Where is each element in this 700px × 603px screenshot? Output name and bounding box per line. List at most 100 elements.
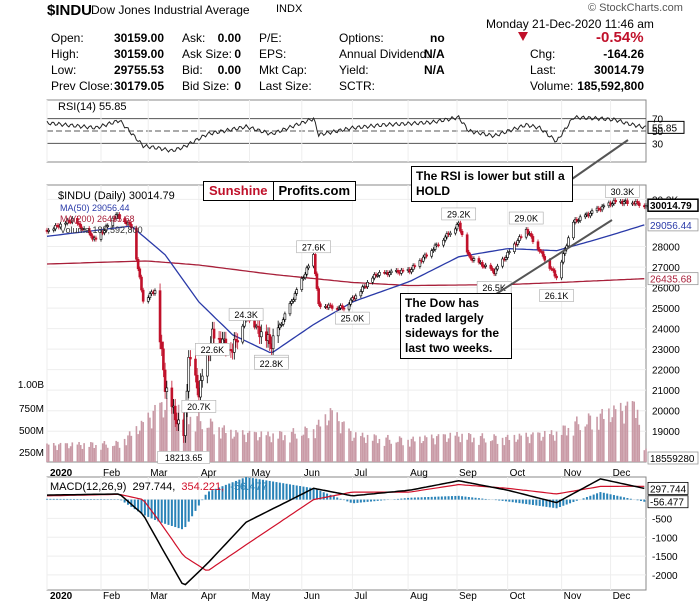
- last-label: Last:: [530, 63, 557, 77]
- macd-last-box: [647, 495, 689, 509]
- volume-bar: [106, 447, 109, 462]
- volume-bar: [142, 422, 144, 462]
- macd-histogram-bar: [72, 498, 75, 500]
- macd-histogram-bar: [288, 484, 291, 500]
- volume-bar: [292, 428, 295, 462]
- price-tick-label: 23000: [652, 345, 680, 356]
- candle-body: [506, 252, 509, 258]
- volume-bar: [576, 416, 578, 462]
- macd-histogram-bar: [484, 498, 487, 500]
- macd-histogram-bar: [423, 497, 426, 500]
- volume-bar: [206, 427, 209, 462]
- candle-body: [99, 231, 103, 240]
- volume-bar: [58, 444, 60, 462]
- macd-histogram-bar: [616, 495, 619, 500]
- month-label: Feb: [103, 591, 121, 602]
- volume-bar: [609, 422, 612, 462]
- candle-body: [589, 213, 592, 217]
- volume-bar: [52, 443, 55, 462]
- candle-body: [140, 276, 143, 291]
- volume-bar: [397, 441, 399, 462]
- candle-body: [508, 251, 511, 253]
- candle-body: [597, 207, 601, 210]
- month-label: Mar: [150, 591, 168, 602]
- volume-bar: [105, 444, 107, 462]
- candle-body: [548, 259, 552, 269]
- price-tick-label: 20000: [652, 407, 680, 418]
- macd-histogram-bar: [214, 488, 217, 500]
- macd-histogram-bar: [265, 480, 268, 500]
- candle-body: [543, 256, 547, 261]
- volume-bar: [543, 430, 546, 462]
- volume-bar: [279, 431, 281, 462]
- pe-label: P/E:: [259, 31, 282, 45]
- macd-histogram-bar: [295, 485, 298, 500]
- volume-bar: [624, 405, 627, 462]
- candle-body: [562, 253, 565, 263]
- macd-histogram-bar: [413, 497, 416, 500]
- month-label: Jun: [304, 591, 320, 602]
- volume-bar: [172, 399, 175, 462]
- ma200-line: [46, 260, 645, 287]
- volume-bar: [503, 445, 506, 462]
- macd-histogram-bar: [164, 499, 167, 524]
- dividend-value: N/A: [424, 47, 445, 61]
- volume-axis-tick: 1.00B: [18, 380, 44, 391]
- volume-bar: [290, 431, 293, 462]
- candle-body: [292, 299, 295, 302]
- candle-body: [241, 325, 245, 343]
- volume-bar: [223, 425, 225, 462]
- eps-label: EPS:: [259, 47, 287, 61]
- volume-bar: [166, 398, 168, 462]
- volume-bar: [481, 433, 484, 462]
- change-percent: -0.54%: [596, 29, 644, 46]
- macd-histogram-bar: [282, 483, 285, 500]
- price-tick-label: 26000: [652, 284, 680, 295]
- price-last-label: 26435.68: [650, 275, 692, 286]
- candle-body: [413, 265, 417, 267]
- volume-bar: [631, 401, 634, 462]
- macd-histogram-bar: [545, 499, 548, 507]
- ask-value: 0.00: [217, 31, 241, 45]
- candle-body: [302, 277, 305, 279]
- macd-histogram-bar: [251, 478, 254, 500]
- options-label: Options:: [339, 31, 384, 45]
- candle-body: [445, 233, 449, 238]
- month-label: Jul: [354, 591, 367, 602]
- volume-bar: [351, 440, 354, 462]
- sctr-label: SCTR:: [339, 79, 375, 93]
- macd-histogram-bar: [315, 489, 318, 500]
- open-value: 30159.00: [113, 31, 164, 45]
- macd-histogram-bar: [596, 493, 599, 500]
- candle-body: [305, 267, 309, 275]
- candle-body: [271, 335, 275, 350]
- candle-body: [64, 222, 67, 225]
- volume-bar: [66, 443, 69, 462]
- volume-bar: [139, 430, 141, 462]
- price-last-box: [647, 218, 699, 232]
- macd-histogram-bar: [636, 499, 639, 501]
- prev-close-label: Prev Close:: [51, 79, 114, 93]
- price-annotation-box: [157, 451, 210, 464]
- candle-body: [59, 223, 62, 228]
- candle-body: [425, 254, 428, 257]
- macd-histogram-bar: [531, 499, 534, 505]
- macd-histogram-bar: [211, 490, 214, 500]
- volume-bar: [186, 408, 188, 462]
- candle-body: [47, 229, 50, 232]
- macd-histogram-bar: [504, 499, 507, 502]
- watermark-part1: Sunshine: [204, 182, 274, 200]
- volume-bar: [515, 441, 517, 462]
- candle-body: [555, 275, 558, 279]
- macd-histogram-bar: [582, 498, 585, 500]
- macd-histogram-bar: [241, 478, 244, 500]
- volume-bar: [579, 430, 581, 462]
- candle-body: [400, 269, 403, 274]
- macd-histogram-bar: [309, 487, 312, 500]
- candle-body: [361, 286, 364, 292]
- volume-bar: [100, 449, 102, 462]
- candle-body: [280, 323, 283, 326]
- macd-histogram-bar: [612, 495, 615, 500]
- macd-tick-label: -1000: [652, 533, 678, 544]
- volume-bar: [93, 448, 96, 462]
